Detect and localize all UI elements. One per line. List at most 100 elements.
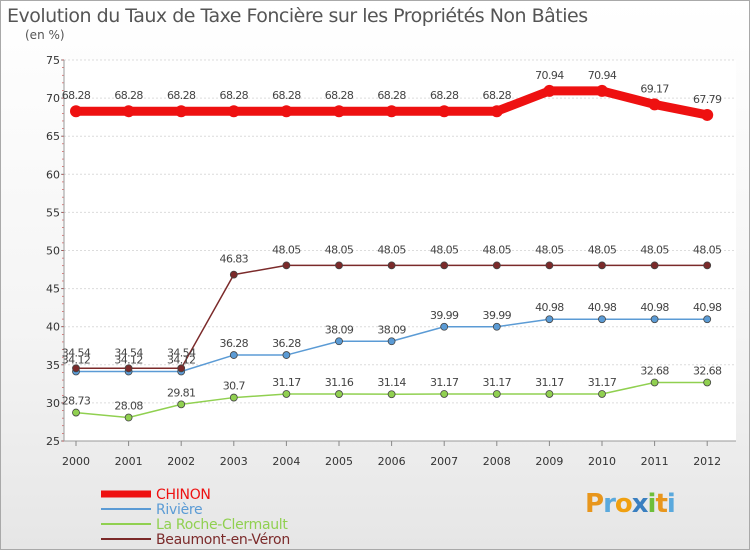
x-tick-label: 2005: [325, 455, 353, 468]
data-point: [282, 351, 291, 359]
x-tick-label: 2006: [378, 455, 406, 468]
data-point: [282, 390, 291, 398]
data-label: 68.28: [325, 89, 354, 102]
y-tick-label: 70: [46, 92, 60, 105]
data-point: [280, 105, 293, 118]
data-label: 34.54: [62, 346, 91, 359]
data-point: [703, 378, 712, 387]
data-point: [387, 337, 396, 346]
data-label: 32.68: [640, 364, 669, 377]
data-label: 48.05: [377, 243, 406, 256]
data-label: 31.17: [272, 376, 301, 389]
x-tick-label: 2010: [588, 455, 616, 468]
data-label: 48.05: [640, 243, 669, 256]
data-point: [650, 261, 659, 270]
data-label: 28.08: [114, 400, 143, 413]
logo-letter: x: [631, 489, 649, 519]
data-label: 68.28: [114, 89, 143, 102]
data-point: [70, 105, 82, 118]
data-label: 32.68: [693, 364, 722, 377]
y-tick-label: 35: [46, 359, 60, 372]
data-label: 34.12: [167, 354, 196, 367]
y-tick-label: 65: [46, 130, 60, 143]
data-point: [229, 351, 238, 359]
data-label: 31.16: [325, 376, 354, 389]
data-label: 48.05: [535, 243, 564, 256]
data-label: 70.94: [535, 69, 564, 82]
data-label: 38.09: [325, 323, 354, 336]
data-label: 68.28: [220, 89, 249, 102]
data-label: 68.28: [430, 89, 459, 102]
data-point: [598, 390, 606, 398]
y-tick-label: 40: [46, 321, 60, 334]
data-point: [650, 378, 659, 387]
chart-title: Evolution du Taux de Taxe Foncière sur l…: [7, 5, 588, 27]
data-label: 31.17: [430, 376, 459, 389]
data-point: [545, 315, 554, 324]
data-point: [122, 105, 135, 118]
logo-letter: P: [585, 489, 604, 519]
data-label: 39.99: [483, 309, 512, 322]
data-label: 36.28: [272, 337, 301, 350]
x-tick-label: 2000: [62, 455, 90, 468]
y-tick-label: 30: [46, 397, 60, 410]
legend-label: La Roche-Clermault: [156, 517, 288, 533]
data-label: 34.12: [62, 354, 91, 367]
logo-letter: i: [647, 489, 657, 519]
logo-letter: i: [666, 489, 676, 519]
x-tick-label: 2002: [167, 455, 195, 468]
data-point: [438, 105, 451, 118]
y-tick-label: 50: [46, 245, 60, 258]
data-label: 38.09: [377, 323, 406, 336]
data-point: [385, 105, 398, 118]
data-point: [650, 315, 659, 324]
data-label: 48.05: [588, 243, 617, 256]
data-point: [703, 315, 712, 324]
data-point: [545, 390, 554, 398]
proxiti-logo: Proxiti: [585, 489, 676, 519]
data-label: 68.28: [272, 89, 301, 102]
x-tick-label: 2001: [115, 455, 143, 468]
data-point: [229, 393, 238, 402]
data-point: [440, 261, 449, 270]
data-point: [492, 322, 501, 331]
y-tick-label: 75: [46, 54, 60, 67]
legend-label: CHINON: [156, 487, 211, 503]
data-label: 31.14: [377, 376, 406, 389]
data-label: 48.05: [483, 243, 512, 256]
data-label: 31.17: [483, 376, 512, 389]
data-label: 68.28: [62, 89, 91, 102]
data-point: [703, 261, 712, 270]
data-label: 40.98: [535, 301, 564, 314]
data-label: 70.94: [588, 69, 617, 82]
data-label: 68.28: [483, 89, 512, 102]
data-label: 34.54: [167, 346, 196, 359]
data-label: 40.98: [693, 301, 722, 314]
y-tick-label: 60: [46, 168, 60, 181]
data-point: [701, 108, 714, 121]
data-label: 28.73: [62, 395, 91, 408]
data-point: [598, 261, 606, 270]
data-point: [177, 364, 186, 373]
data-point: [387, 390, 396, 399]
legend-label: Beaumont-en-Véron: [156, 532, 290, 548]
data-point: [282, 261, 291, 270]
data-label: 31.17: [588, 376, 617, 389]
data-point: [387, 261, 396, 270]
data-point: [440, 322, 449, 331]
data-point: [72, 364, 80, 373]
logo-letter: t: [655, 489, 667, 519]
data-point: [124, 413, 133, 422]
data-point: [598, 315, 606, 324]
data-point: [227, 105, 240, 118]
data-label: 48.05: [693, 243, 722, 256]
data-label: 48.05: [325, 243, 354, 256]
x-tick-label: 2004: [272, 455, 300, 468]
data-point: [492, 261, 501, 270]
x-tick-label: 2003: [220, 455, 248, 468]
legend-label: Rivière: [156, 502, 202, 518]
data-point: [440, 390, 449, 398]
data-point: [72, 408, 80, 417]
y-tick-label: 45: [46, 283, 60, 296]
